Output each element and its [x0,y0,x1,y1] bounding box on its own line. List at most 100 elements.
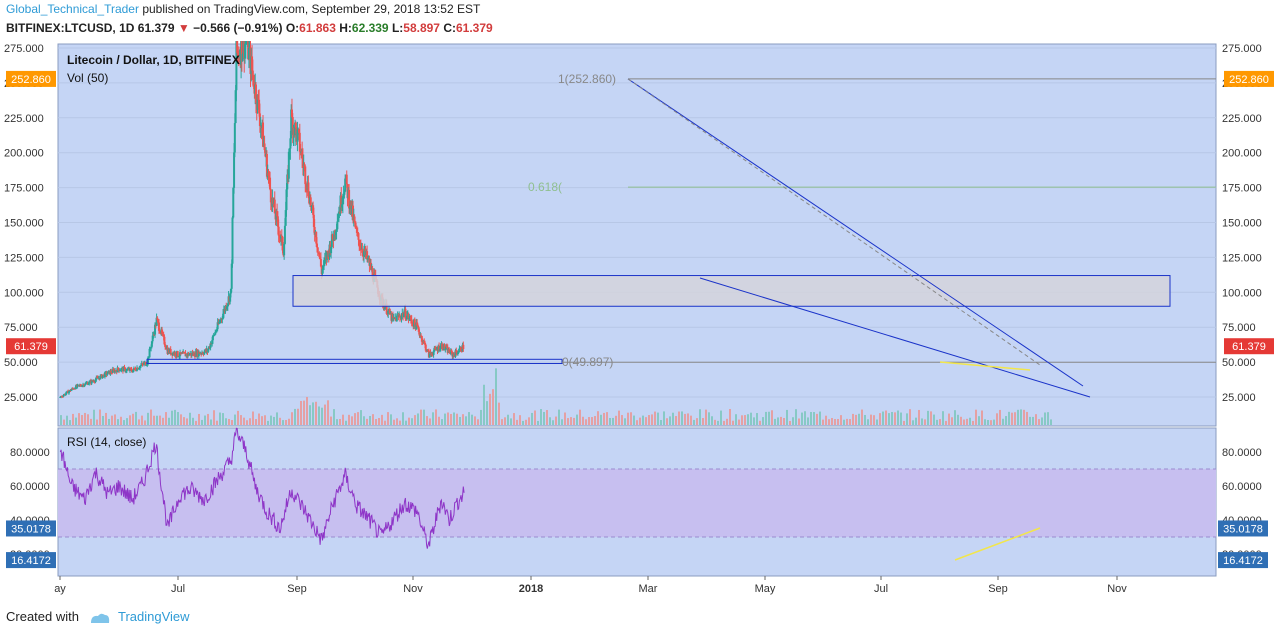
volume-bar [114,414,116,425]
candle-body [230,263,233,289]
time-axis[interactable]: ay Jul Sep Nov 2018 Mar May Jul Sep Nov [54,575,1216,595]
candle-body [305,184,308,188]
candle-body [143,362,146,365]
candle-body [94,379,97,382]
candle-body [64,393,67,395]
volume-bar [915,417,917,425]
down-arrow-icon: ▼ [177,21,190,35]
candle-body [103,372,106,378]
volume-bar [606,412,608,425]
volume-bar [714,419,716,425]
volume-bar [894,412,896,425]
candle-body [434,347,437,350]
volume-bar [138,419,140,425]
volume-bar [84,412,86,425]
volume-bar [447,412,449,425]
candle-body [244,42,247,44]
volume-bar [804,411,806,425]
candle-body [384,307,387,310]
candle-body [421,341,424,343]
candle-body [231,217,234,264]
candle-body [416,325,419,328]
candle-body [161,329,164,334]
candle-body [222,313,225,319]
author-link[interactable]: Global_Technical_Trader [6,2,139,16]
volume-bar [708,412,710,425]
price-axis-label-left: 75.000 [4,322,38,334]
candle-body [298,132,301,152]
candle-body [145,365,148,367]
candle-body [193,352,196,357]
volume-bar [789,420,791,425]
candle-body [294,122,297,136]
candle-body [280,235,283,239]
volume-bar [1035,414,1037,425]
volume-bar [279,417,281,425]
candle-body [157,319,160,323]
volume-bar [621,415,623,425]
volume-bar [903,420,905,425]
chart-title: Litecoin / Dollar, 1D, BITFINEX [67,53,240,67]
candle-body [330,234,333,247]
price-axis-label-left: 225.000 [4,113,44,125]
volume-bar [489,393,491,425]
candle-body [209,343,212,348]
upper-trendline [627,78,1084,387]
candle-body [462,344,465,350]
candle-body [79,384,82,386]
volume-bar [87,414,89,425]
rsi-pane[interactable]: 80.000080.000060.000060.000040.000040.00… [6,427,1268,577]
candle-body [133,367,136,369]
volume-bar [492,389,494,425]
volume-bar [111,415,113,425]
candle-body [276,216,279,227]
volume-bar [633,415,635,425]
candle-body [287,151,290,179]
candle-body [162,334,165,337]
rsi-line [59,427,465,549]
volume-bar [537,420,539,425]
candle-body [281,236,284,251]
volume-bar [984,419,986,425]
candle-body [150,341,153,347]
chart-area[interactable]: 275.000275.000250.000250.000225.000225.0… [0,40,1274,605]
volume-bar [270,415,272,425]
candle-body [438,349,441,351]
candle-body [283,225,286,244]
volume-bar [726,418,728,425]
volume-bar [387,412,389,425]
candle-body [222,309,225,314]
candle-body [312,214,315,227]
candle-body [234,90,237,124]
volume-bar [738,419,740,425]
candle-body [62,395,65,397]
candle-body [286,174,289,190]
candle-body [316,243,319,248]
volume-bar [189,412,191,425]
tradingview-brand[interactable]: TradingView [118,609,190,624]
candle-body [405,318,408,320]
volume-bar [63,419,65,425]
volume-bar [951,417,953,425]
volume-bar [342,414,344,425]
volume-bar [630,412,632,425]
open-label: O: [285,21,300,35]
candle-body [197,351,200,357]
candle-body [95,377,98,380]
volume-bar [837,418,839,425]
volume-bar [792,417,794,425]
price-pane[interactable]: 275.000275.000250.000250.000225.000225.0… [4,41,1274,427]
rsi-divergence-line [954,527,1041,561]
volume-bar [645,417,647,425]
rsi-axis-label-right: 80.0000 [1222,447,1262,459]
candle-body [214,331,217,335]
volume-bar [498,402,500,425]
candle-body [448,349,451,353]
volume-bar [540,409,542,425]
volume-bar [981,410,983,425]
volume-bar [1038,419,1040,425]
time-axis-label: Sep [988,583,1008,595]
candle-body [291,117,294,135]
volume-bar [780,416,782,425]
volume-bar [831,417,833,425]
